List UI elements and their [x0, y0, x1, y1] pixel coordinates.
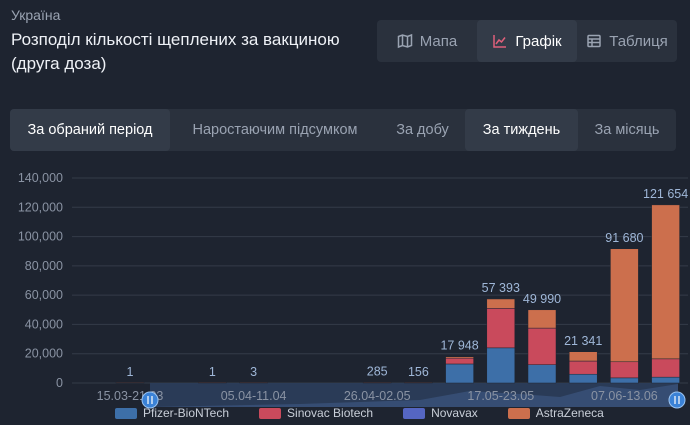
- bar-segment: [198, 382, 227, 384]
- x-tick-label: 17.05-23.05: [467, 389, 534, 403]
- bar-segment: [610, 361, 639, 379]
- legend-item[interactable]: Novavax: [403, 406, 478, 420]
- bar-segment: [362, 382, 392, 384]
- view-table-label: Таблиця: [609, 32, 668, 50]
- bar-segment: [115, 382, 145, 384]
- bar-segment: [651, 358, 680, 378]
- table-icon: [586, 33, 602, 49]
- view-toggle: Мапа Графік Таблиця: [377, 20, 677, 62]
- bar-total-label: 156: [408, 365, 429, 379]
- bar-segment: [651, 204, 680, 360]
- y-tick-label: 0: [56, 376, 63, 390]
- bar-segment: [486, 308, 516, 349]
- tab-cumulative[interactable]: Наростаючим підсумком: [192, 122, 358, 138]
- chart-area: 0 20,000 40,000 60,000 80,000 100,000 120,000 1…: [0, 160, 690, 425]
- view-map-label: Мапа: [419, 32, 458, 50]
- view-chart-button[interactable]: Графік: [477, 20, 577, 62]
- bar-segment: [568, 373, 598, 384]
- tab-weekly[interactable]: За тиждень: [465, 109, 578, 151]
- bar-segment: [568, 360, 598, 375]
- bar-segment: [445, 363, 474, 384]
- legend-item[interactable]: Sinovac Biotech: [259, 406, 373, 420]
- x-tick-label: 26.04-02.05: [344, 389, 411, 403]
- bar-segment: [486, 298, 516, 309]
- bar-total-label: 1: [127, 365, 134, 379]
- y-tick-label: 40,000: [25, 317, 63, 331]
- bar-total-label: 21 341: [564, 334, 602, 348]
- period-tabs: За обраний період Наростаючим підсумком …: [10, 109, 676, 151]
- bar-segment: [404, 382, 433, 384]
- legend-item[interactable]: Pfizer-BioNTech: [115, 406, 229, 420]
- chart-legend: Pfizer-BioNTech Sinovac Biotech Novavax Ast…: [115, 406, 604, 420]
- chart-line-icon: [492, 33, 508, 49]
- range-handle: [141, 391, 159, 409]
- tab-monthly[interactable]: За місяць: [594, 122, 660, 138]
- legend-label: Sinovac Biotech: [287, 406, 374, 420]
- y-tick-label: 60,000: [25, 288, 63, 302]
- legend-swatch: [259, 407, 282, 419]
- legend-label: Novavax: [431, 406, 478, 420]
- bar-segment: [486, 347, 516, 384]
- legend-label: Pfizer-BioNTech: [143, 406, 230, 420]
- legend-swatch: [403, 407, 426, 419]
- y-tick-label: 120,000: [18, 200, 63, 214]
- tab-selected-period[interactable]: За обраний період: [10, 109, 170, 151]
- bar-total-label: 17 948: [440, 339, 478, 353]
- bar-segment: [239, 382, 268, 384]
- bar-segment: [568, 351, 598, 362]
- bar-total-label: 49 990: [523, 292, 561, 306]
- y-tick-label: 20,000: [25, 347, 63, 361]
- legend-swatch: [507, 407, 530, 419]
- bar-total-label: 1: [209, 365, 216, 379]
- bar-segment: [651, 376, 680, 384]
- map-icon: [397, 33, 413, 49]
- bar-total-label: 91 680: [605, 231, 643, 245]
- stacked-bar-chart: 0 20,000 40,000 60,000 80,000 100,000 120,000 1…: [18, 171, 688, 409]
- bar-segment: [610, 248, 639, 363]
- y-tick-label: 80,000: [25, 259, 63, 273]
- bar-total-label: 121 654: [643, 187, 688, 201]
- legend-swatch: [115, 407, 137, 419]
- bar-total-label: 3: [250, 365, 257, 379]
- range-handle: [668, 391, 686, 409]
- legend-item[interactable]: AstraZeneca: [507, 406, 604, 420]
- x-tick-label: 05.04-11.04: [221, 389, 287, 403]
- y-tick-label: 100,000: [18, 230, 63, 244]
- view-table-button[interactable]: Таблиця: [577, 20, 677, 62]
- bar-segment: [445, 357, 474, 365]
- legend-label: AstraZeneca: [535, 406, 604, 420]
- bar-segment: [445, 356, 474, 359]
- bar-total-label: 57 393: [482, 281, 520, 295]
- bar-segment: [610, 377, 639, 384]
- tab-daily[interactable]: За добу: [396, 122, 449, 138]
- navigator-preview: [150, 384, 678, 407]
- page-title: Розподіл кількості щеплених за вакциною …: [11, 30, 340, 73]
- view-map-button[interactable]: Мапа: [377, 20, 477, 62]
- y-tick-label: 140,000: [18, 171, 63, 185]
- bar-total-label: 285: [367, 365, 388, 379]
- view-chart-label: Графік: [515, 32, 562, 50]
- x-tick-label: 07.06-13.06: [591, 389, 658, 403]
- bar-segment: [527, 309, 557, 329]
- bar-segment: [527, 327, 557, 365]
- bar-segment: [527, 364, 557, 384]
- region-label: Україна: [11, 7, 61, 23]
